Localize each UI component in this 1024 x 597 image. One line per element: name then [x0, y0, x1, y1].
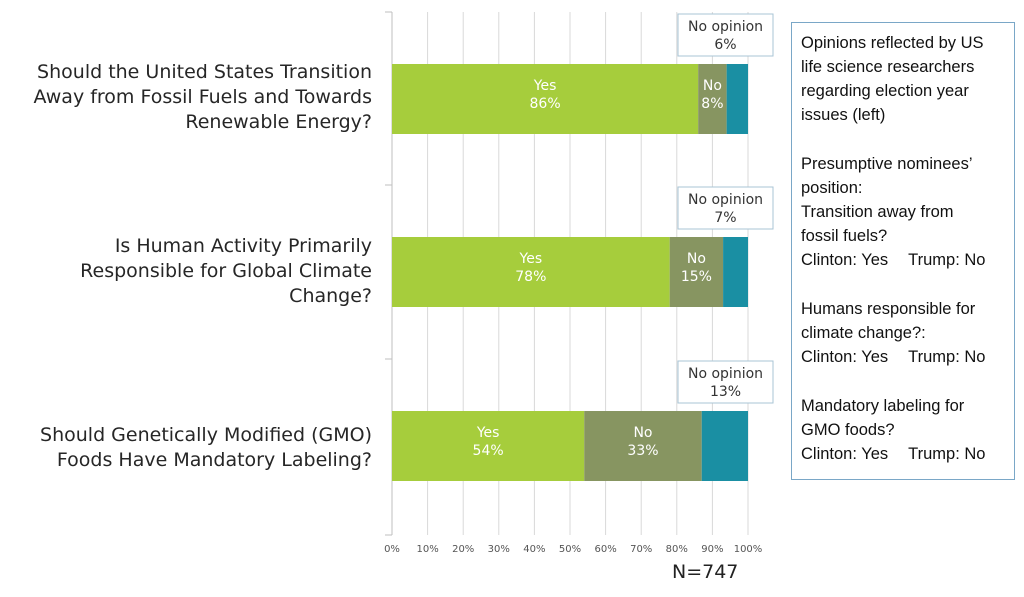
x-tick-label: 30% — [488, 544, 510, 555]
question-label-line: Is Human Activity Primarily — [114, 235, 372, 257]
notes-heading-line: Presumptive nominees’ — [801, 155, 973, 173]
question-label-line: Should the United States Transition — [37, 61, 372, 83]
x-tick-label: 100% — [734, 544, 763, 555]
question-label-line: Should Genetically Modified (GMO) — [40, 424, 372, 446]
x-tick-label: 90% — [701, 544, 723, 555]
data-label: 33% — [627, 443, 658, 459]
data-label: Yes — [533, 78, 557, 94]
bar-yes — [392, 237, 670, 307]
data-label: 15% — [681, 269, 712, 285]
question-label-line: Away from Fossil Fuels and Towards — [33, 86, 372, 108]
callout-box — [677, 360, 774, 404]
notes-intro-line: regarding election year — [801, 82, 969, 100]
bar-no — [698, 64, 727, 134]
notes-intro-line: issues (left) — [801, 106, 886, 124]
notes-intro-line: life science researchers — [801, 58, 975, 76]
notes-intro-line: Opinions reflected by US — [801, 34, 984, 52]
bar-yes — [392, 64, 699, 134]
x-tick-label: 50% — [559, 544, 581, 555]
callout-box — [677, 13, 774, 57]
clinton-position: Clinton: Yes — [801, 445, 889, 463]
bar-no-opinion — [701, 411, 748, 481]
x-tick-label: 60% — [594, 544, 616, 555]
notes-positions: Clinton: Yes Trump: No — [801, 248, 1005, 272]
x-tick-label: 10% — [416, 544, 438, 555]
notes-question-line: fossil fuels? — [801, 227, 888, 245]
data-label: 54% — [473, 443, 504, 459]
data-label: No opinion — [688, 192, 763, 208]
question-label-fossil-fuels: Should the United States Transition Away… — [0, 60, 372, 135]
data-label: 13% — [710, 384, 741, 400]
data-label: 6% — [714, 37, 736, 53]
notes-panel: Opinions reflected by US life science re… — [791, 22, 1015, 480]
notes-item-climate-change: Humans responsible for climate change?: … — [801, 297, 1005, 369]
bar-no-opinion — [726, 64, 748, 134]
data-label: No — [703, 78, 722, 94]
question-label-line: Renewable Energy? — [185, 111, 372, 133]
sample-size-label: N=747 — [672, 561, 739, 583]
data-label: Yes — [476, 425, 500, 441]
notes-question-line: Transition away from — [801, 203, 954, 221]
question-label-climate-change: Is Human Activity Primarily Responsible … — [0, 234, 372, 309]
notes-question-line: GMO foods? — [801, 421, 895, 439]
notes-question-line: climate change?: — [801, 324, 926, 342]
x-tick-label: 20% — [452, 544, 474, 555]
data-label: 86% — [530, 96, 561, 112]
trump-position: Trump: No — [908, 348, 986, 366]
x-tick-label: 0% — [384, 544, 400, 555]
x-tick-label: 70% — [630, 544, 652, 555]
notes-item-fossil-fuels: Presumptive nominees’ position: Transiti… — [801, 152, 1005, 272]
question-label-line: Responsible for Global Climate — [80, 260, 372, 282]
notes-question-line: Mandatory labeling for — [801, 397, 965, 415]
data-label: 78% — [515, 269, 546, 285]
data-label: No — [687, 251, 706, 267]
question-label-gmo: Should Genetically Modified (GMO) Foods … — [0, 423, 372, 473]
data-label: 7% — [714, 210, 736, 226]
notes-question-line: Humans responsible for — [801, 300, 976, 318]
bar-yes — [392, 411, 585, 481]
data-label: No opinion — [688, 19, 763, 35]
question-label-line: Foods Have Mandatory Labeling? — [56, 449, 372, 471]
bar-no — [669, 237, 724, 307]
bar-no — [584, 411, 702, 481]
x-tick-label: 40% — [523, 544, 545, 555]
x-tick-label: 80% — [666, 544, 688, 555]
notes-positions: Clinton: Yes Trump: No — [801, 345, 1005, 369]
bar-no-opinion — [723, 237, 748, 307]
data-label: No — [633, 425, 652, 441]
data-label: No opinion — [688, 366, 763, 382]
trump-position: Trump: No — [908, 445, 986, 463]
notes-intro: Opinions reflected by US life science re… — [801, 31, 1005, 127]
data-label: Yes — [519, 251, 543, 267]
clinton-position: Clinton: Yes — [801, 251, 889, 269]
clinton-position: Clinton: Yes — [801, 348, 889, 366]
callout-box — [677, 186, 774, 230]
trump-position: Trump: No — [908, 251, 986, 269]
notes-positions: Clinton: Yes Trump: No — [801, 442, 1005, 466]
notes-heading-line: position: — [801, 179, 863, 197]
data-label: 8% — [701, 96, 723, 112]
notes-item-gmo: Mandatory labeling for GMO foods? Clinto… — [801, 394, 1005, 466]
question-label-line: Change? — [289, 285, 372, 307]
